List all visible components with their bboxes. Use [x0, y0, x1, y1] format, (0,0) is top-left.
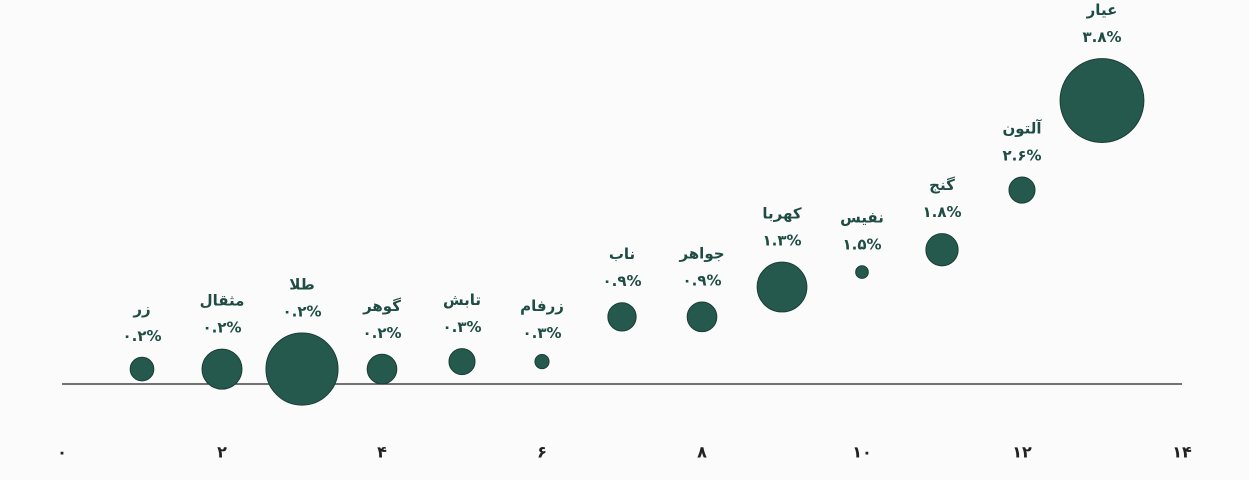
- bubble: [534, 354, 550, 370]
- x-tick-label: ۱۴: [1172, 443, 1192, 462]
- value-label: ۰.۲%: [362, 324, 401, 342]
- x-tick-label: ۱۰: [852, 443, 872, 462]
- bubble-name: کهربا: [762, 205, 801, 223]
- bubble: [129, 356, 155, 382]
- bubble-name: مثقال: [200, 292, 245, 310]
- bubble-name: نفیس: [840, 208, 884, 226]
- bubble: [366, 353, 398, 385]
- bubble: [756, 261, 808, 313]
- bubble: [1059, 58, 1145, 143]
- x-tick-label: ۰: [57, 443, 67, 462]
- bubble-name: عیار: [1086, 1, 1118, 19]
- value-label: ۰.۲%: [202, 319, 241, 337]
- x-tick-label: ۶: [537, 443, 547, 462]
- bubble-name: طلا: [289, 276, 315, 294]
- bubble-name: زر: [132, 300, 150, 318]
- bubble: [448, 348, 476, 376]
- value-label: ۱.۳%: [762, 232, 801, 250]
- bubble-name: تابش: [443, 291, 481, 309]
- x-tick-label: ۲: [217, 443, 227, 462]
- bubble: [265, 332, 339, 406]
- bubble-name: گوهر: [362, 297, 401, 315]
- value-label: ۳.۸%: [1082, 28, 1121, 46]
- value-label: ۰.۳%: [442, 318, 481, 336]
- value-label: ۲.۶%: [1002, 147, 1041, 165]
- value-label: ۰.۹%: [682, 272, 721, 290]
- bubble-name: زرفام: [520, 297, 564, 315]
- bubble: [855, 265, 869, 279]
- bubble-name: ناب: [609, 245, 635, 263]
- value-label: ۰.۳%: [522, 324, 561, 342]
- x-tick-label: ۱۲: [1012, 443, 1032, 462]
- bubble: [925, 233, 959, 267]
- bubble: [1008, 176, 1036, 204]
- value-label: ۱.۵%: [842, 235, 881, 253]
- bubble-name: گنج: [929, 176, 955, 194]
- x-tick-label: ۸: [697, 443, 707, 462]
- bubble-name: جواهر: [678, 245, 724, 263]
- bubble: [686, 301, 718, 333]
- value-label: ۰.۹%: [602, 272, 641, 290]
- x-tick-label: ۴: [377, 443, 387, 462]
- value-label: ۰.۲%: [122, 327, 161, 345]
- bubble-name: آلتون: [1002, 120, 1042, 138]
- value-label: ۱.۸%: [922, 203, 961, 221]
- value-label: ۰.۲%: [282, 303, 321, 321]
- bubble: [607, 302, 637, 332]
- bubble: [201, 348, 243, 390]
